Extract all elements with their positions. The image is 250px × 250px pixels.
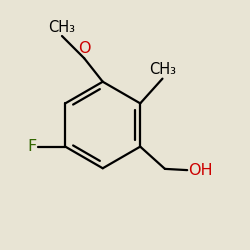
- Text: CH₃: CH₃: [48, 20, 76, 35]
- Text: O: O: [78, 41, 90, 56]
- Text: CH₃: CH₃: [149, 62, 176, 78]
- Text: OH: OH: [188, 162, 213, 178]
- Text: F: F: [28, 139, 37, 154]
